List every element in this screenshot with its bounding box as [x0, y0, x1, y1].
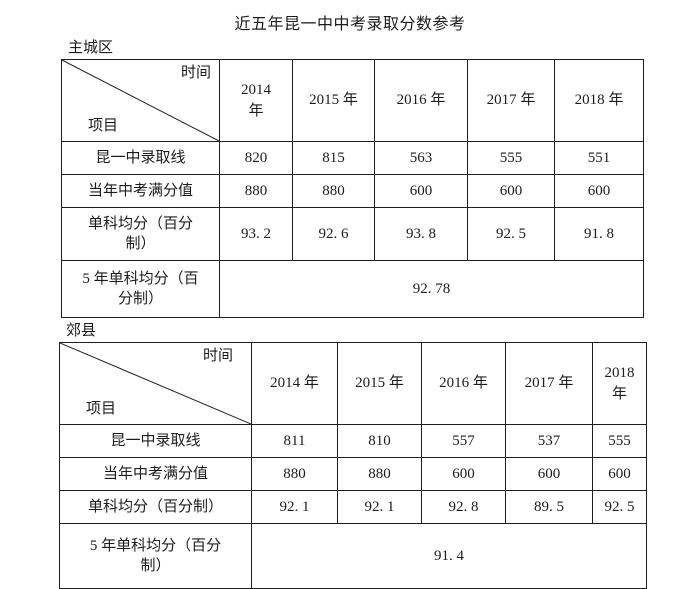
- year-header-cell: 2017 年: [505, 342, 593, 425]
- merged-average-cell: 92. 78: [219, 260, 644, 318]
- page-title: 近五年昆一中中考录取分数参考: [234, 16, 466, 33]
- row-label-cell: 当年中考满分值: [59, 457, 252, 491]
- scores-table-main-urban: 时间 项目 2014 年 2015 年 2016 年 2017 年 2018 年…: [61, 59, 644, 318]
- value-cell: 880: [219, 174, 293, 208]
- year-header-cell: 2014 年: [251, 342, 338, 425]
- corner-label-item: 项目: [88, 117, 119, 134]
- corner-label-time: 时间: [202, 348, 233, 364]
- year-header-cell: 2018 年: [592, 342, 647, 425]
- corner-label-time: 时间: [180, 65, 211, 81]
- value-cell: 92. 1: [251, 490, 338, 524]
- diagonal-divider: [60, 343, 251, 424]
- table-row: 当年中考满分值 880 880 600 600 600: [61, 174, 644, 208]
- year-header-cell: 2015 年: [337, 342, 422, 425]
- section-label-main-urban: 主城区: [68, 40, 114, 56]
- row-label-cell: 昆一中录取线: [61, 141, 220, 175]
- value-cell: 557: [421, 424, 506, 458]
- diagonal-header-cell: 时间 项目: [59, 342, 252, 425]
- value-cell: 91. 8: [554, 207, 644, 261]
- value-cell: 555: [592, 424, 647, 458]
- row-label-cell: 5 年单科均分（百分 制）: [59, 523, 252, 589]
- corner-label-item: 项目: [86, 400, 117, 417]
- value-cell: 551: [554, 141, 644, 175]
- table-row: 5 年单科均分（百分 制） 91. 4: [59, 523, 647, 589]
- value-cell: 93. 8: [374, 207, 468, 261]
- diagonal-header-cell: 时间 项目: [61, 59, 220, 142]
- year-header-cell: 2016 年: [374, 59, 468, 142]
- section-label-suburban: 郊县: [66, 323, 97, 339]
- value-cell: 89. 5: [505, 490, 593, 524]
- value-cell: 600: [467, 174, 555, 208]
- year-header-cell: 2016 年: [421, 342, 506, 425]
- row-label-cell: 当年中考满分值: [61, 174, 220, 208]
- row-label-cell: 单科均分（百分制）: [59, 490, 252, 524]
- value-cell: 537: [505, 424, 593, 458]
- value-cell: 92. 5: [467, 207, 555, 261]
- value-cell: 555: [467, 141, 555, 175]
- merged-average-cell: 91. 4: [251, 523, 647, 589]
- year-header-cell: 2017 年: [467, 59, 555, 142]
- value-cell: 600: [592, 457, 647, 491]
- value-cell: 600: [374, 174, 468, 208]
- table-row: 单科均分（百分制） 92. 1 92. 1 92. 8 89. 5 92. 5: [59, 490, 647, 524]
- year-header-cell: 2018 年: [554, 59, 644, 142]
- value-cell: 811: [251, 424, 338, 458]
- value-cell: 93. 2: [219, 207, 293, 261]
- value-cell: 880: [292, 174, 375, 208]
- table-header-row: 时间 项目 2014 年 2015 年 2016 年 2017 年 2018 年: [61, 59, 644, 142]
- document-page: 近五年昆一中中考录取分数参考 主城区 时间 项目 2014 年 2015 年 2…: [0, 10, 700, 589]
- value-cell: 600: [421, 457, 506, 491]
- value-cell: 815: [292, 141, 375, 175]
- row-label-cell: 单科均分（百分 制）: [61, 207, 220, 261]
- value-cell: 92. 5: [592, 490, 647, 524]
- table-header-row: 时间 项目 2014 年 2015 年 2016 年 2017 年 2018 年: [59, 342, 647, 425]
- value-cell: 880: [251, 457, 338, 491]
- value-cell: 563: [374, 141, 468, 175]
- value-cell: 92. 6: [292, 207, 375, 261]
- value-cell: 880: [337, 457, 422, 491]
- diagonal-divider: [62, 60, 219, 141]
- table-row: 昆一中录取线 820 815 563 555 551: [61, 141, 644, 175]
- value-cell: 820: [219, 141, 293, 175]
- table-row: 5 年单科均分（百 分制） 92. 78: [61, 260, 644, 318]
- table-row: 单科均分（百分 制） 93. 2 92. 6 93. 8 92. 5 91. 8: [61, 207, 644, 261]
- year-header-cell: 2015 年: [292, 59, 375, 142]
- value-cell: 600: [554, 174, 644, 208]
- year-header-cell: 2014 年: [219, 59, 293, 142]
- value-cell: 92. 1: [337, 490, 422, 524]
- scores-table-suburban: 时间 项目 2014 年 2015 年 2016 年 2017 年 2018 年…: [59, 342, 647, 589]
- value-cell: 810: [337, 424, 422, 458]
- table-row: 昆一中录取线 811 810 557 537 555: [59, 424, 647, 458]
- row-label-cell: 5 年单科均分（百 分制）: [61, 260, 220, 318]
- value-cell: 600: [505, 457, 593, 491]
- table-row: 当年中考满分值 880 880 600 600 600: [59, 457, 647, 491]
- value-cell: 92. 8: [421, 490, 506, 524]
- row-label-cell: 昆一中录取线: [59, 424, 252, 458]
